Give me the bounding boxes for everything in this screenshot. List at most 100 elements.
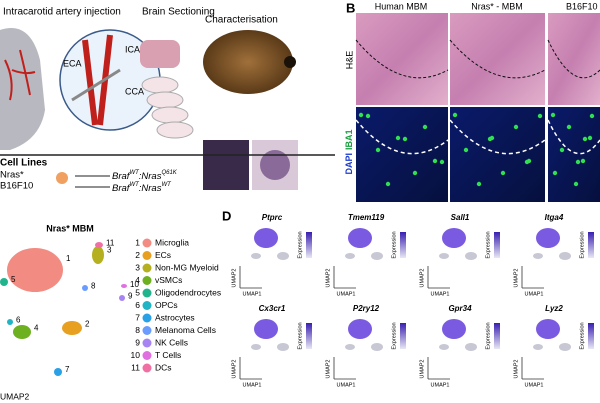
- microglia: [385, 181, 391, 187]
- axis-label: UMAP2: [325, 269, 331, 288]
- umap-cells: [345, 344, 355, 350]
- cluster-number: 10: [130, 280, 139, 289]
- he-image: [356, 13, 448, 105]
- he-image: [450, 13, 545, 105]
- tumor-border: [547, 119, 600, 155]
- microglia: [402, 136, 408, 142]
- legend-label: Non-MG Myeloid: [155, 262, 219, 272]
- brain-image: [203, 30, 293, 94]
- axis-label: UMAP2: [325, 360, 331, 379]
- axis-label: UMAP1: [243, 382, 262, 388]
- ihc-stain: [260, 150, 290, 180]
- legend-number: 10: [131, 350, 141, 360]
- umap-cells: [465, 343, 477, 351]
- microglia: [476, 181, 482, 187]
- cluster-number: 9: [128, 292, 133, 301]
- cluster-number: 1: [66, 254, 71, 263]
- axis-label: UMAP1: [525, 382, 544, 388]
- microglia: [412, 170, 418, 176]
- cluster: [95, 242, 103, 248]
- gene-name: Tmem119: [348, 213, 385, 222]
- colorbar: [306, 323, 312, 349]
- axis-label: UMAP1: [431, 291, 450, 297]
- panel-b: B Human MBM Nras* - MBM B16F10 - H&E DAP…: [344, 0, 600, 202]
- legend-swatch: [142, 338, 152, 348]
- allele: WT: [129, 170, 140, 176]
- panel-label: D: [222, 208, 231, 223]
- umap-cells: [371, 343, 383, 351]
- legend-swatch: [142, 263, 152, 273]
- he-image: [548, 13, 600, 105]
- arteries: [4, 49, 36, 101]
- cluster: [7, 319, 13, 325]
- sections: [141, 76, 194, 139]
- umap-cells: [348, 319, 372, 339]
- microglia: [365, 113, 371, 119]
- microglia: [395, 135, 401, 141]
- genotype: BrafWT:NrasQ61K: [112, 170, 178, 182]
- microglia: [432, 158, 438, 164]
- axis-label: UMAP1: [337, 382, 356, 388]
- allele: WT: [129, 182, 140, 188]
- umap-cells: [277, 343, 289, 351]
- legend-label: vSMCs: [155, 275, 182, 285]
- row-label: DAPI IBA1: [344, 129, 354, 174]
- cluster: [7, 248, 63, 292]
- legend-swatch: [142, 363, 152, 373]
- axis-label: UMAP2: [0, 391, 30, 401]
- umap-cells: [254, 228, 278, 248]
- microglia: [552, 170, 558, 176]
- umap-cells: [533, 344, 543, 350]
- axis-label: UMAP2: [513, 269, 519, 288]
- umap-cells: [442, 319, 466, 339]
- umap-cells: [251, 253, 261, 259]
- legend-number: 4: [135, 275, 140, 285]
- legend-swatch: [142, 276, 152, 285]
- colorbar: [588, 232, 594, 258]
- cluster-number: 6: [16, 316, 21, 325]
- legend-label: NK Cells: [155, 337, 188, 347]
- axis-label: UMAP1: [525, 291, 544, 297]
- legend-number: 11: [131, 362, 140, 372]
- colorbar: [306, 232, 312, 258]
- microglia: [463, 147, 469, 153]
- umap-cells: [439, 253, 449, 259]
- legend-label: OPCs: [155, 300, 178, 310]
- microglia: [513, 124, 519, 130]
- legend-number: 1: [135, 237, 140, 247]
- gene-name: Sall1: [451, 213, 470, 222]
- legend-title: Expression: [391, 231, 397, 258]
- cluster-number: 7: [65, 365, 70, 374]
- cell-line: B16F10: [0, 181, 33, 192]
- microglia: [358, 112, 364, 118]
- microglia: [550, 112, 556, 118]
- legend-number: 7: [135, 312, 140, 322]
- legend-label: DCs: [155, 362, 172, 372]
- cluster: [92, 246, 104, 264]
- colorbar: [400, 323, 406, 349]
- microglia: [575, 159, 581, 165]
- colorbar: [588, 323, 594, 349]
- microglia: [573, 181, 579, 187]
- microglia: [452, 112, 458, 118]
- legend-number: 2: [135, 250, 140, 260]
- vessel-label: CCA: [125, 86, 144, 96]
- legend-number: 5: [135, 287, 140, 297]
- vessel-label: ICA: [125, 44, 140, 54]
- cell-line: Nras*: [0, 170, 24, 181]
- column-header: Human MBM: [375, 1, 428, 11]
- umap-cells: [345, 253, 355, 259]
- cluster-number: 3: [107, 246, 112, 255]
- legend-title: Expression: [297, 322, 303, 349]
- umap-cells: [439, 344, 449, 350]
- microglia: [375, 147, 381, 153]
- legend-number: 6: [135, 300, 140, 310]
- legend-title: Expression: [391, 322, 397, 349]
- step-label: Characterisation: [205, 15, 278, 26]
- umap-cells: [536, 228, 560, 248]
- cluster: [13, 325, 31, 339]
- legend-title: Expression: [485, 322, 491, 349]
- tumor-border: [355, 119, 449, 155]
- allele: Q61K: [161, 170, 177, 176]
- axis-label: UMAP1: [337, 291, 356, 297]
